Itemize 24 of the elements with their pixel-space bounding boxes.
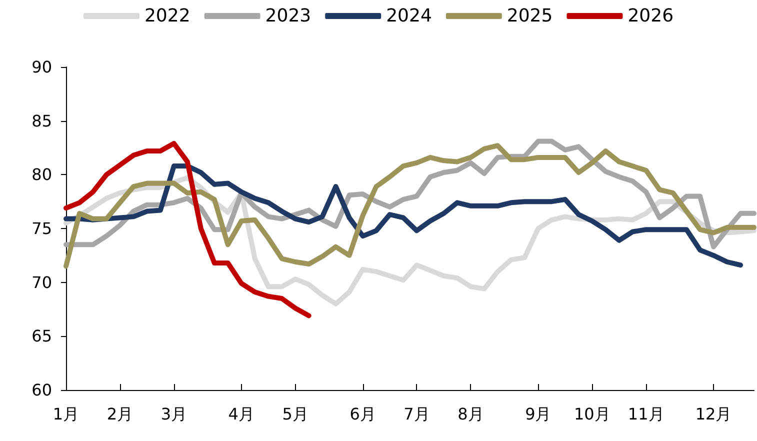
x-tick-label: 2月 bbox=[106, 404, 134, 424]
x-tick-label: 5月 bbox=[282, 404, 308, 424]
x-tick-label: 9月 bbox=[525, 404, 552, 424]
y-tick-label: 80 bbox=[32, 165, 52, 184]
legend-label: 2025 bbox=[506, 6, 553, 26]
x-tick-label: 10月 bbox=[574, 404, 610, 424]
y-tick-label: 90 bbox=[32, 58, 52, 76]
x-tick-label: 7月 bbox=[404, 404, 430, 424]
x-tick-label: 4月 bbox=[228, 404, 254, 424]
y-tick-label: 70 bbox=[32, 272, 52, 292]
x-tick-label: 3月 bbox=[160, 404, 188, 424]
x-tick-label: 12月 bbox=[695, 404, 732, 424]
legend-label: 2024 bbox=[386, 6, 432, 26]
legend-label: 2026 bbox=[628, 6, 674, 26]
x-tick-label: 8月 bbox=[458, 404, 484, 424]
legend-label: 2022 bbox=[144, 6, 190, 26]
y-tick-label: 75 bbox=[32, 219, 52, 238]
x-tick-label: 11月 bbox=[628, 404, 664, 424]
y-tick-label: 65 bbox=[32, 326, 52, 346]
y-tick-label: 85 bbox=[32, 111, 52, 130]
legend-label: 2023 bbox=[265, 6, 312, 26]
x-tick-label: 6月 bbox=[350, 404, 376, 424]
x-tick-label: 1月 bbox=[52, 404, 80, 424]
y-tick-label: 60 bbox=[32, 380, 52, 400]
